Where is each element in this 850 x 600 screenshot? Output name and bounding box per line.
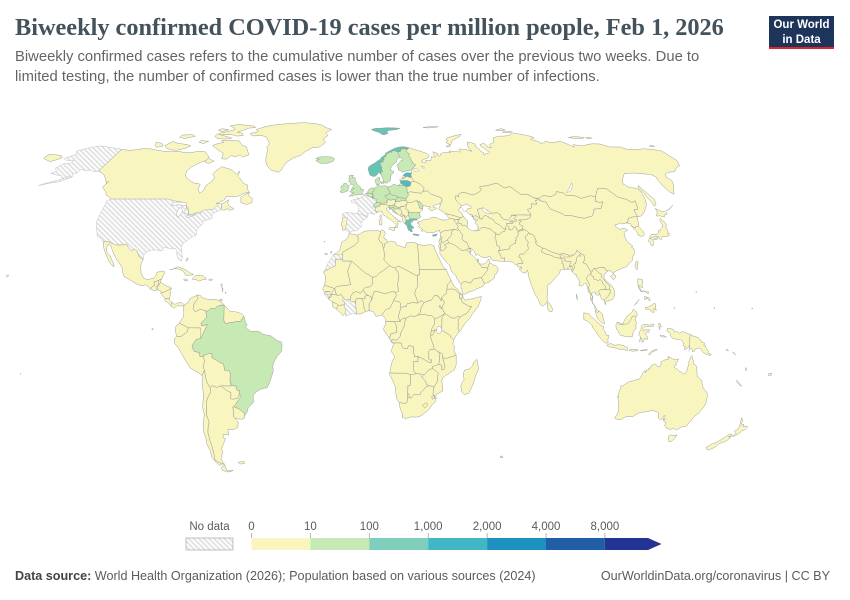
svg-text:10: 10 xyxy=(304,521,317,533)
svg-text:8,000: 8,000 xyxy=(591,521,620,533)
svg-text:0: 0 xyxy=(248,521,254,533)
svg-text:1,000: 1,000 xyxy=(414,521,443,533)
svg-text:2,000: 2,000 xyxy=(473,521,502,533)
svg-text:4,000: 4,000 xyxy=(532,521,561,533)
svg-text:No data: No data xyxy=(189,521,230,533)
svg-text:100: 100 xyxy=(360,521,379,533)
